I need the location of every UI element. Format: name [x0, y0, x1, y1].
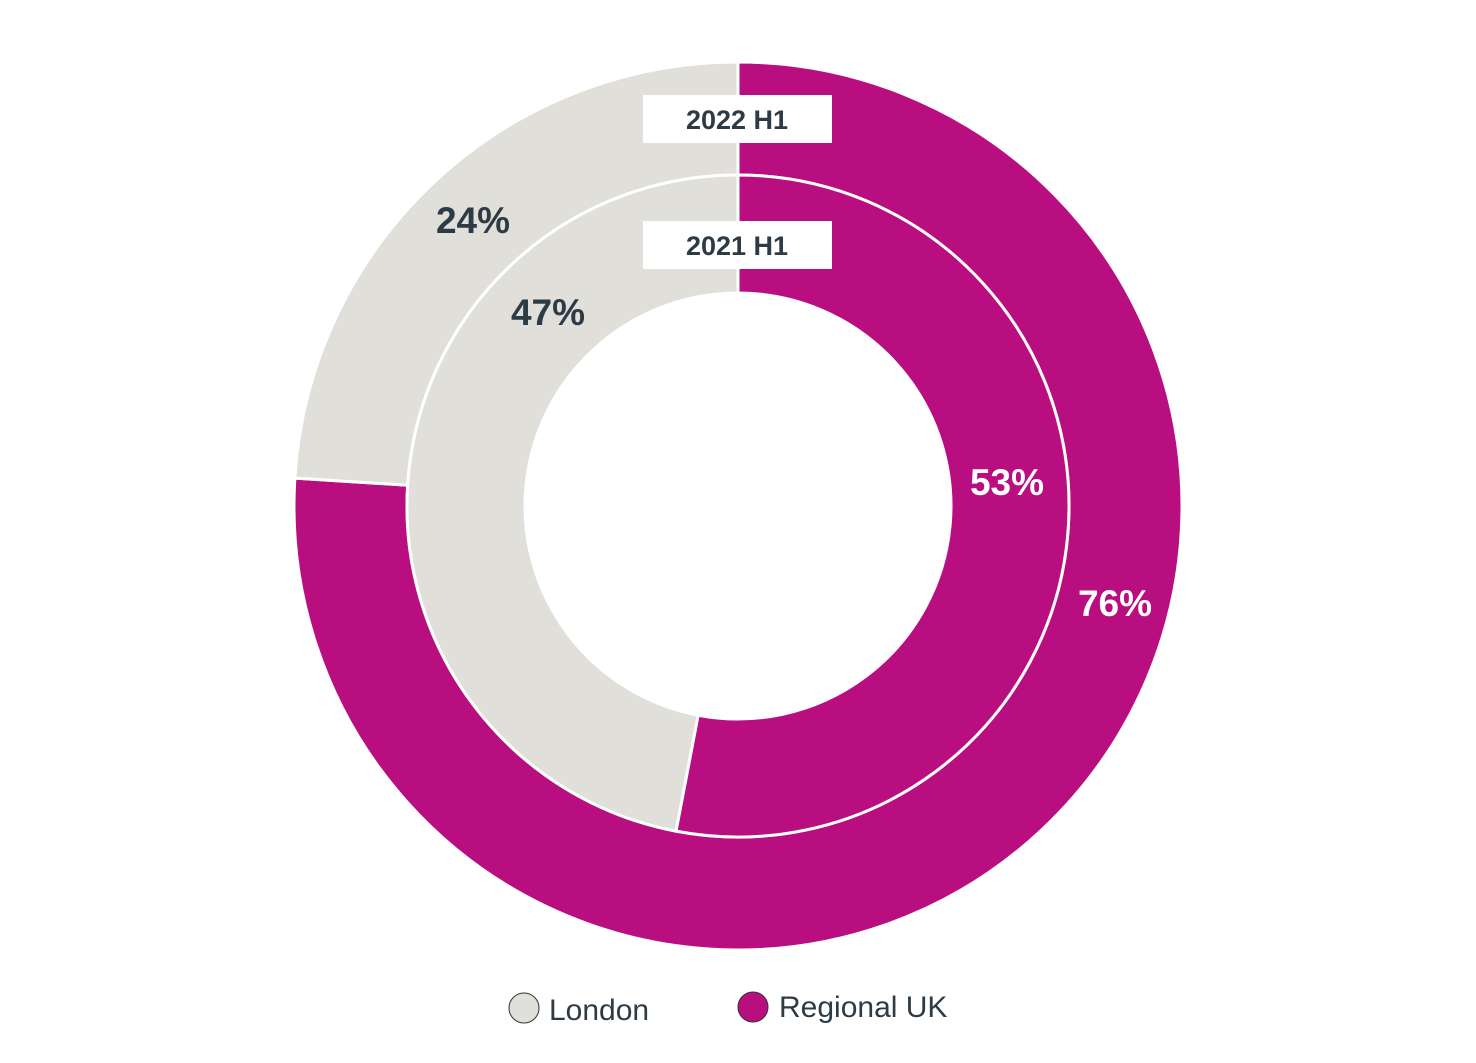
data-label-outer-regional-uk: 76% [1078, 583, 1152, 624]
ring-label-outer: 2022 H1 [643, 95, 832, 143]
ring-label-outer-box [643, 95, 832, 143]
data-label-outer-london: 24% [436, 200, 510, 241]
slice-inner-london [405, 173, 740, 833]
slice-inner-regional-uk [674, 173, 1071, 839]
percent-labels: 76% 24% 53% 47% [436, 200, 1152, 624]
legend-label-london: London [549, 994, 649, 1027]
legend-item-regional-uk[interactable]: Regional UK [737, 991, 947, 1024]
legend-swatch-regional-uk [737, 991, 769, 1023]
ring-label-inner: 2021 H1 [643, 221, 832, 269]
legend: London Regional UK [508, 991, 947, 1027]
legend-item-london[interactable]: London [508, 992, 649, 1027]
legend-label-regional-uk: Regional UK [779, 991, 947, 1024]
legend-swatch-london [508, 992, 540, 1024]
data-label-inner-regional-uk: 53% [970, 462, 1044, 503]
ring-label-outer-text: 2022 H1 [686, 105, 788, 135]
data-label-inner-london: 47% [511, 292, 585, 333]
slices [292, 60, 1184, 952]
ring-label-inner-text: 2021 H1 [686, 231, 788, 261]
ring-label-inner-box [643, 221, 832, 269]
